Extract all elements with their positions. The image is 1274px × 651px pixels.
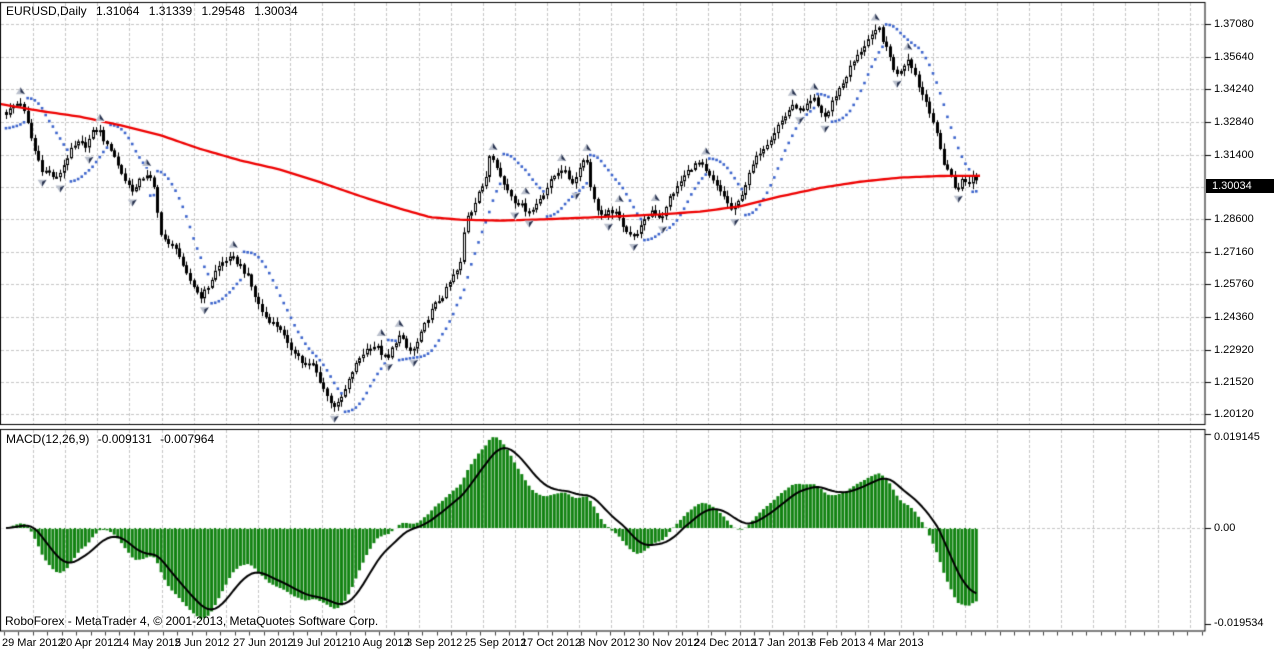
time-axis-label: 17 Jan 2013: [752, 637, 813, 649]
time-axis-label: 29 Mar 2012: [2, 637, 64, 649]
price-axis-label: 1.32840: [1214, 116, 1254, 128]
price-axis-label: 1.34240: [1214, 83, 1254, 95]
price-axis-label: 1.22920: [1214, 344, 1254, 356]
time-axis-label: 5 Jun 2012: [175, 637, 230, 649]
macd-main-value: -0.009131: [97, 432, 152, 446]
macd-signal-value: -0.007964: [160, 432, 215, 446]
ohlc-high: 1.31339: [148, 4, 193, 18]
symbol-period-label: EURUSD,Daily: [6, 4, 87, 18]
macd-axis-label: 0.00: [1214, 522, 1236, 534]
price-axis-label: 1.31400: [1214, 149, 1254, 161]
ohlc-close: 1.30034: [254, 4, 298, 18]
price-axis-label: 1.21520: [1214, 376, 1254, 388]
time-axis-label: 8 Nov 2012: [579, 637, 636, 649]
ohlc-low: 1.29548: [201, 4, 245, 18]
price-axis-label: 1.37080: [1214, 18, 1254, 30]
chart-title: EURUSD,Daily 1.31064 1.31339 1.29548 1.3…: [6, 4, 298, 18]
macd-axis-label: 0.019145: [1214, 431, 1260, 443]
price-axis-label: 1.27160: [1214, 246, 1254, 258]
ohlc-open: 1.31064: [96, 4, 140, 18]
time-axis-label: 20 Apr 2012: [60, 637, 120, 649]
time-axis-label: 14 May 2012: [117, 637, 181, 649]
time-axis-label: 10 Aug 2012: [348, 637, 410, 649]
price-axis-label: 1.28600: [1214, 213, 1254, 225]
time-axis-label: 24 Dec 2012: [694, 637, 757, 649]
time-axis-label: 27 Jun 2012: [233, 637, 294, 649]
current-price-tag: 1.30034: [1206, 179, 1274, 193]
time-axis-label: 25 Sep 2012: [464, 637, 527, 649]
price-axis-label: 1.25760: [1214, 278, 1254, 290]
time-axis-label: 19 Jul 2012: [291, 637, 348, 649]
price-axis-label: 1.24360: [1214, 311, 1254, 323]
macd-indicator-label: MACD(12,26,9) -0.009131 -0.007964: [6, 432, 214, 446]
time-axis-label: 3 Sep 2012: [406, 637, 463, 649]
time-axis-label: 4 Mar 2013: [868, 637, 924, 649]
macd-axis-label: -0.019534: [1214, 617, 1264, 629]
macd-name: MACD(12,26,9): [6, 432, 90, 446]
time-axis-label: 17 Oct 2012: [521, 637, 581, 649]
price-axis-label: 1.20120: [1214, 408, 1254, 420]
time-axis-label: 8 Feb 2013: [810, 637, 866, 649]
copyright-label: RoboForex - MetaTrader 4, © 2001-2013, M…: [5, 614, 379, 628]
time-axis-label: 30 Nov 2012: [637, 637, 700, 649]
price-axis-label: 1.35640: [1214, 51, 1254, 63]
